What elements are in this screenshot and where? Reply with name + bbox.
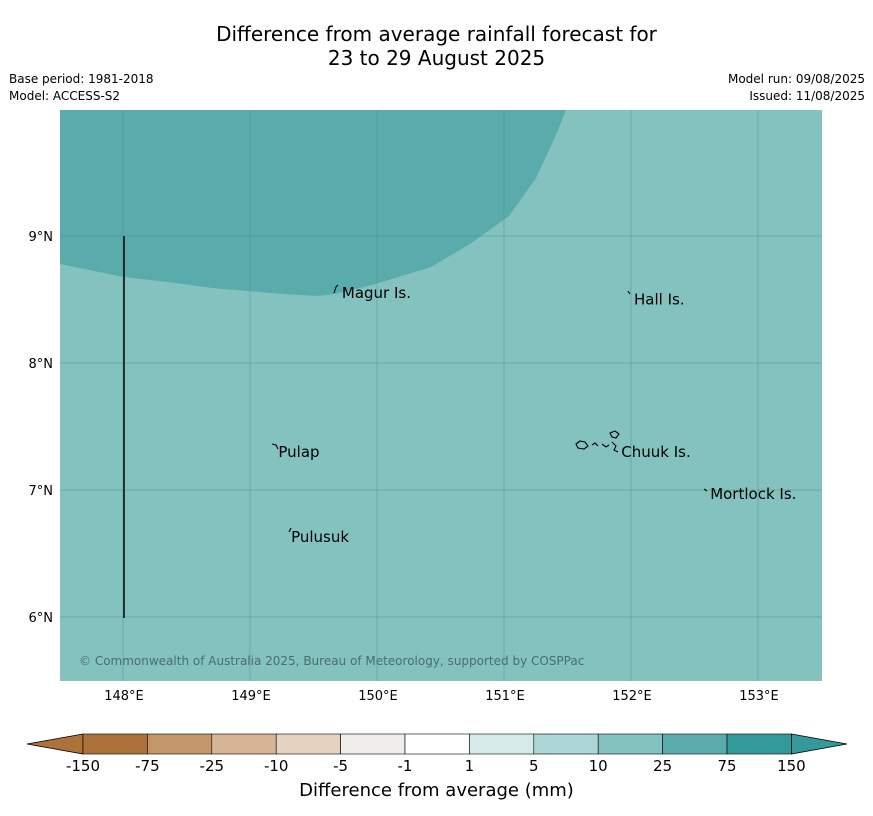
lon-tick-label: 151°E [485, 689, 525, 704]
colorbar-tick-label: 75 [717, 757, 736, 775]
title-line-2: 23 to 29 August 2025 [327, 46, 546, 70]
colorbar-tick-label: 5 [529, 757, 539, 775]
island-mortlock [703, 488, 708, 492]
place-label: Pulap [278, 443, 319, 461]
island-pulusuk [288, 527, 292, 533]
colorbar-segment [662, 733, 728, 755]
rain-anomaly-region-25-75 [60, 110, 566, 296]
colorbar-tick-label: -25 [200, 757, 225, 775]
colorbar-segment [211, 733, 277, 755]
latitude-tick-labels: 9°N 8°N 7°N 6°N [29, 230, 54, 626]
colorbar-segment [340, 733, 406, 755]
model-name: Model: ACCESS-S2 [9, 89, 121, 103]
place-label: Pulusuk [291, 528, 349, 546]
colorbar-tick-label: 25 [653, 757, 672, 775]
colorbar-segment [469, 733, 535, 755]
lon-tick-label: 150°E [358, 689, 398, 704]
island-magur [333, 284, 339, 294]
place-label: Chuuk Is. [621, 443, 690, 461]
island-hall [627, 290, 631, 295]
island-chuuk-3 [601, 443, 610, 448]
colorbar-segment [597, 733, 663, 755]
lat-tick-label: 8°N [29, 357, 54, 372]
place-label: Hall Is. [634, 291, 685, 309]
lon-tick-label: 152°E [612, 689, 652, 704]
title-line-1: Difference from average rainfall forecas… [216, 22, 657, 46]
colorbar-tick-label: 150 [777, 757, 806, 775]
colorbar-tick-label: -5 [333, 757, 348, 775]
colorbar-tick-label: 1 [465, 757, 475, 775]
island-chuuk-5 [611, 441, 619, 453]
colorbar-segment [726, 733, 792, 755]
lon-tick-label: 148°E [104, 689, 144, 704]
colorbar-segment [147, 733, 213, 755]
island-chuuk-4 [609, 430, 620, 439]
colorbar-tick-label: 10 [589, 757, 608, 775]
lat-tick-label: 6°N [29, 611, 54, 626]
meta-right: Model run: 09/08/2025 Issued: 11/08/2025 [728, 71, 865, 105]
place-label: Magur Is. [342, 284, 411, 302]
colorbar-extend-high [791, 733, 848, 755]
colorbar-tick-label: -1 [398, 757, 413, 775]
lat-tick-label: 9°N [29, 230, 54, 245]
colorbar-tick-label: -75 [135, 757, 160, 775]
lon-tick-label: 153°E [739, 689, 779, 704]
lat-tick-label: 7°N [29, 484, 54, 499]
model-run: Model run: 09/08/2025 [727, 72, 865, 86]
colorbar-segment [82, 733, 148, 755]
island-chuuk-2 [591, 442, 599, 447]
colorbar-tick-label: -150 [66, 757, 100, 775]
meta-left: Base period: 1981-2018 Model: ACCESS-S2 [9, 71, 154, 105]
lon-tick-label: 149°E [231, 689, 271, 704]
island-shapes [271, 284, 708, 533]
colorbar-tick-label: -10 [264, 757, 289, 775]
colorbar-segment [404, 733, 470, 755]
island-pulap [271, 443, 279, 450]
colorbar: -150 -75 -25 -10 -5 -1 1 5 10 25 75 150 [26, 733, 848, 775]
place-label: Mortlock Is. [710, 485, 796, 503]
colorbar-extend-low [26, 733, 84, 755]
copyright-notice: © Commonwealth of Australia 2025, Bureau… [79, 654, 584, 668]
issued-date: Issued: 11/08/2025 [749, 89, 865, 103]
map-title: Difference from average rainfall forecas… [0, 22, 873, 70]
base-period: Base period: 1981-2018 [9, 72, 154, 86]
longitude-tick-labels: 148°E 149°E 150°E 151°E 152°E 153°E [104, 689, 779, 704]
place-labels: Magur Is. Hall Is. Pulap Chuuk Is. Mortlock … [278, 284, 796, 546]
island-chuuk-1 [575, 440, 589, 450]
colorbar-segment [533, 733, 599, 755]
map-gridlines [60, 110, 822, 681]
colorbar-segment [275, 733, 341, 755]
colorbar-label: Difference from average (mm) [299, 780, 574, 801]
